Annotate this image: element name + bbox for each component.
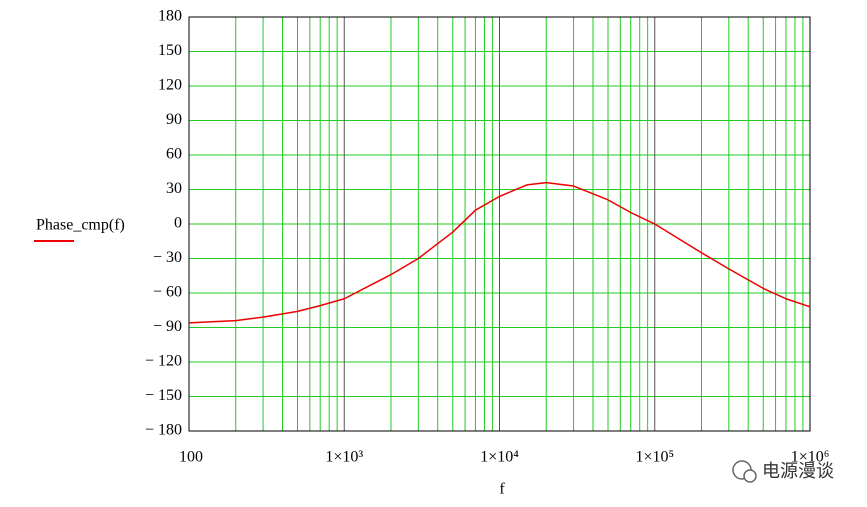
y-tick-label: − 30: [153, 249, 182, 266]
data-line: [188, 181, 811, 324]
x-axis-label: f: [499, 481, 505, 498]
y-tick-label: 30: [166, 180, 182, 197]
watermark-text: 电源漫谈: [762, 461, 834, 482]
y-tick-label: − 120: [145, 353, 182, 370]
y-tick-label: 120: [158, 77, 182, 94]
y-tick-label: 180: [158, 8, 182, 25]
x-tick-label: 1×10⁵: [635, 449, 674, 466]
y-tick-label: 150: [158, 42, 182, 59]
x-tick-label: 1×10⁶: [791, 449, 830, 466]
watermark: 电源漫谈: [732, 460, 834, 483]
y-tick-label: − 90: [153, 318, 182, 335]
x-tick-label: 1×10³: [325, 449, 363, 466]
grid: [189, 16, 810, 432]
y-tick-label: 60: [166, 146, 182, 163]
y-tick-label: 0: [174, 215, 182, 232]
y-tick-label: 90: [166, 111, 182, 128]
y-tick-label: − 60: [153, 284, 182, 301]
y-tick-label: − 150: [145, 387, 182, 404]
watermark-icon: [743, 469, 757, 483]
y-tick-label: − 180: [145, 422, 182, 439]
plot-frame: [188, 16, 811, 432]
x-tick-label: 1×10⁴: [480, 449, 519, 466]
legend-label: Phase_cmp(f): [36, 217, 125, 234]
x-tick-label: 100: [179, 449, 203, 466]
